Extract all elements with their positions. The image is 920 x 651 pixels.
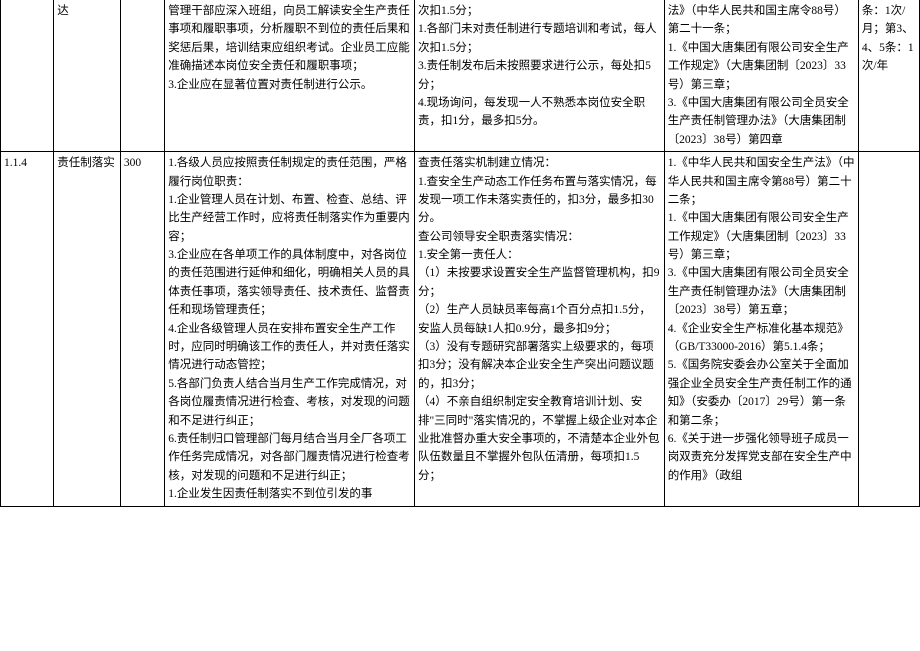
cell-name: 达: [54, 0, 121, 152]
cell-requirements: 1.各级人员应按照责任制规定的责任范围，严格履行岗位职责： 1.企业管理人员在计…: [165, 152, 415, 506]
cell-name: 责任制落实: [54, 152, 121, 506]
cell-basis: 1.《中华人民共和国安全生产法》（中华人民共和国主席令第88号）第二十二条； 1…: [664, 152, 858, 506]
table-row: 1.1.4 责任制落实 300 1.各级人员应按照责任制规定的责任范围，严格履行…: [1, 152, 920, 506]
cell-basis: 法》（中华人民共和国主席令88号）第二十一条； 1.《中国大唐集团有限公司安全生…: [664, 0, 858, 152]
cell-requirements: 管理干部应深入班组，向员工解读安全生产责任事项和履职事项，分析履职不到位的责任后…: [165, 0, 415, 152]
cell-criteria: 查责任落实机制建立情况： 1.查安全生产动态工作任务布置与落实情况，每发现一项工…: [414, 152, 664, 506]
cell-score: 300: [120, 152, 164, 506]
table-row: 达 管理干部应深入班组，向员工解读安全生产责任事项和履职事项，分析履职不到位的责…: [1, 0, 920, 152]
regulation-table: 达 管理干部应深入班组，向员工解读安全生产责任事项和履职事项，分析履职不到位的责…: [0, 0, 920, 507]
cell-id: 1.1.4: [1, 152, 54, 506]
cell-freq: [858, 152, 919, 506]
cell-criteria: 次扣1.5分； 1.各部门未对责任制进行专题培训和考试，每人次扣1.5分； 3.…: [414, 0, 664, 152]
cell-score: [120, 0, 164, 152]
cell-freq: 条：1次/月；第3、4、5条：1次/年: [858, 0, 919, 152]
cell-id: [1, 0, 54, 152]
